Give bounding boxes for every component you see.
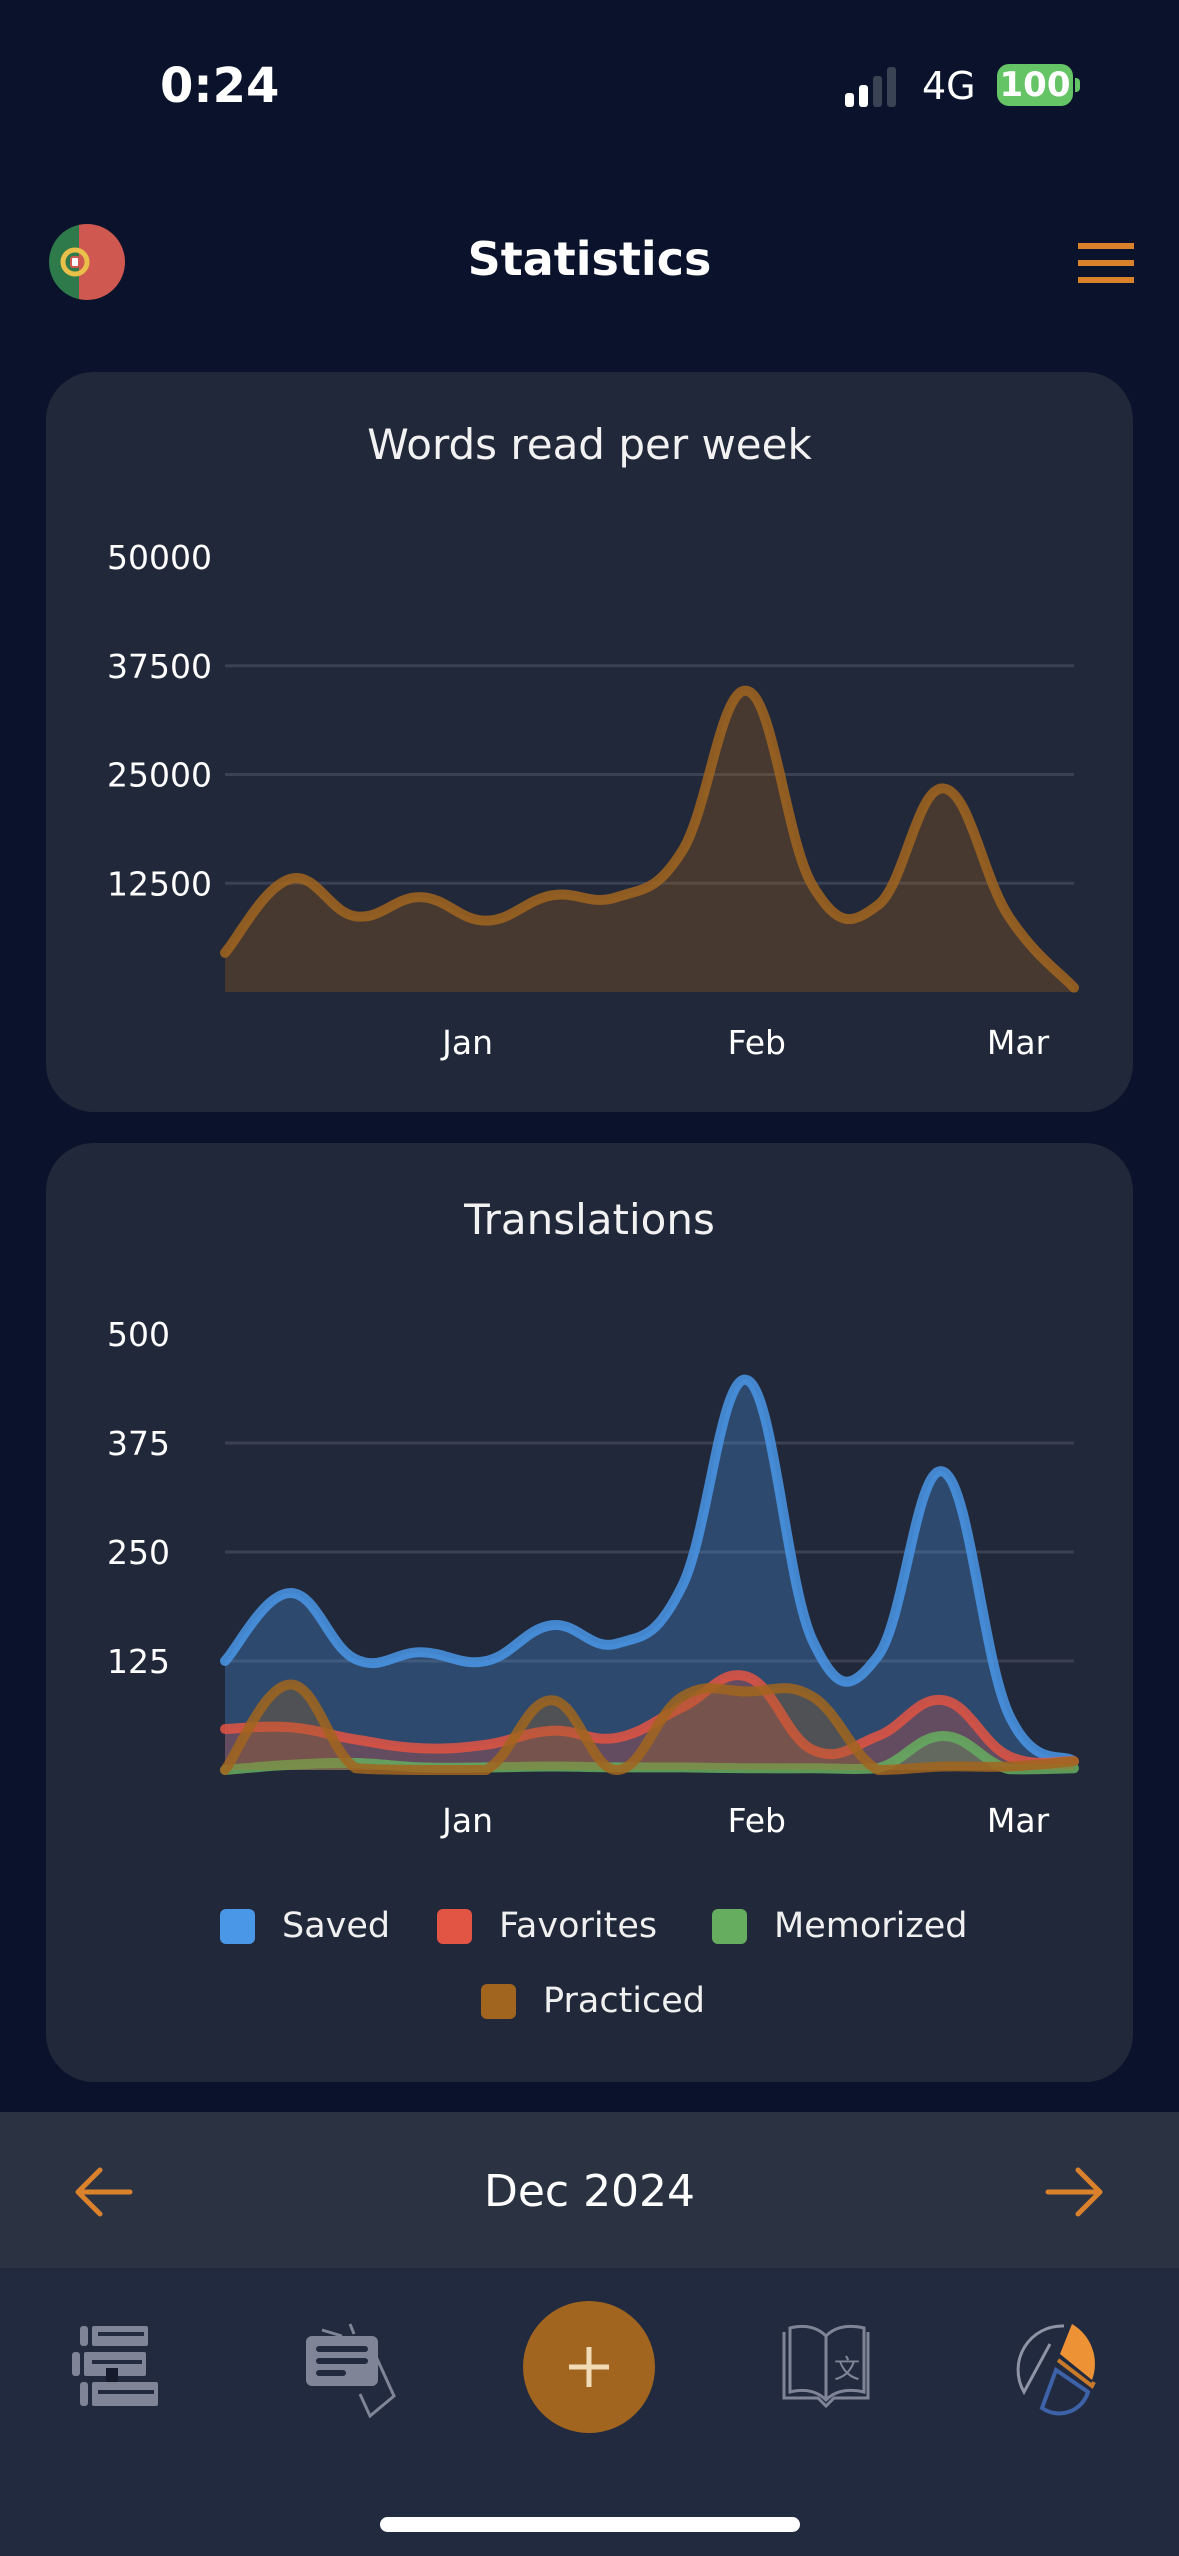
legend-swatch: [712, 1908, 747, 1944]
legend-label: Saved: [282, 1906, 391, 1946]
chart-title: Translations: [464, 1195, 715, 1244]
legend-label: Memorized: [774, 1906, 968, 1946]
legend-label: Practiced: [543, 1981, 706, 2021]
period-label: Dec 2024: [483, 2166, 696, 2217]
words-read-card: Words read per week: [46, 372, 1133, 1112]
legend-label: Favorites: [499, 1906, 658, 1946]
network-type: 4G: [922, 64, 976, 108]
legend-item-practiced[interactable]: Practiced: [481, 1981, 705, 2021]
status-time: 0:24: [160, 58, 280, 114]
hamburger-menu-icon[interactable]: [1078, 243, 1134, 283]
chart-title: Words read per week: [367, 420, 812, 469]
legend-swatch: [220, 1908, 255, 1944]
signal-strength-icon: [845, 67, 896, 107]
svg-text:文: 文: [834, 2355, 860, 2385]
statistics-pie-icon[interactable]: [1012, 2322, 1108, 2418]
books-library-icon[interactable]: [70, 2322, 166, 2418]
flashcards-icon[interactable]: [302, 2322, 398, 2418]
legend-item-memorized[interactable]: Memorized: [712, 1906, 967, 1946]
legend-item-saved[interactable]: Saved: [220, 1906, 390, 1946]
arrow-left-icon[interactable]: [72, 2160, 136, 2224]
portugal-flag-icon[interactable]: [49, 224, 125, 300]
arrow-right-icon[interactable]: [1042, 2160, 1106, 2224]
add-plus-icon: [569, 2347, 609, 2387]
page-title: Statistics: [467, 232, 712, 286]
legend-swatch: [437, 1908, 472, 1944]
battery-tip-icon: [1075, 78, 1080, 92]
home-indicator: [380, 2517, 800, 2532]
legend-swatch: [481, 1983, 516, 2019]
book-translate-icon[interactable]: 文: [778, 2322, 874, 2418]
add-plus-button[interactable]: [523, 2301, 655, 2433]
period-selector: [0, 2112, 1179, 2268]
battery-indicator: 100: [997, 64, 1073, 106]
legend-item-favorites[interactable]: Favorites: [437, 1906, 657, 1946]
